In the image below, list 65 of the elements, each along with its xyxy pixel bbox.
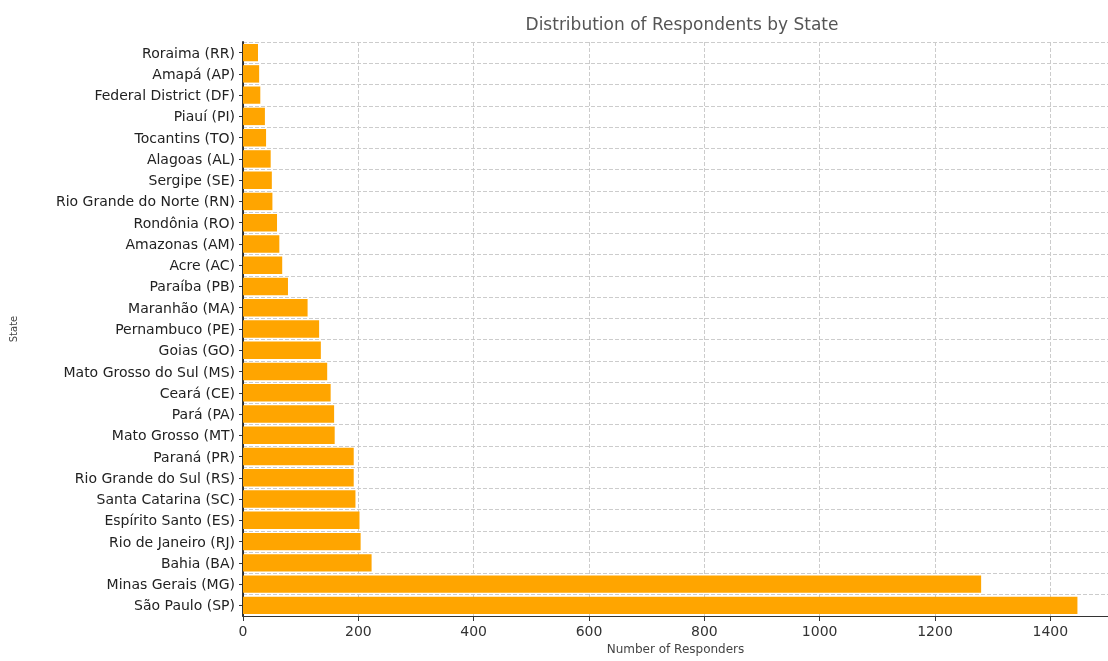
y-tick-label: Espírito Santo (ES) (104, 512, 235, 529)
y-tick-label: Ceará (CE) (159, 384, 235, 401)
bar (243, 511, 360, 530)
y-tick-label: Goias (GO) (158, 342, 235, 359)
y-tick-label: Minas Gerais (MG) (106, 576, 235, 593)
bar (243, 150, 271, 168)
x-tick-label: 800 (690, 623, 718, 639)
y-tick-label: Tocantins (TO) (133, 129, 235, 146)
bar (243, 171, 272, 189)
y-tick-label: Bahia (BA) (160, 554, 235, 571)
y-tick-label: Amazonas (AM) (125, 235, 235, 252)
bar (243, 426, 335, 445)
bar (243, 107, 265, 126)
y-tick-label: Acre (AC) (169, 257, 235, 274)
y-tick-label: Federal District (DF) (94, 87, 235, 104)
y-tick-label: Roraima (RR) (142, 44, 235, 61)
bar (243, 299, 308, 317)
x-tick-label: 200 (344, 623, 372, 639)
y-tick-label: Santa Catarina (SC) (96, 491, 235, 508)
y-tick-label: Rio Grande do Sul (RS) (74, 469, 235, 486)
bar (243, 86, 261, 104)
chart-title: Distribution of Respondents by State (525, 13, 839, 34)
y-tick-label: Mato Grosso do Sul (MS) (63, 363, 235, 380)
y-tick-label: Sergipe (SE) (148, 172, 235, 189)
y-tick-label: Rio Grande do Norte (RN) (55, 193, 235, 210)
x-axis-title: Number of Responders (606, 641, 745, 656)
bar (243, 65, 260, 83)
bar (243, 384, 331, 402)
y-tick-label: Paraná (PR) (153, 448, 235, 465)
y-tick-label: Rio de Janeiro (RJ) (109, 533, 235, 550)
y-tick-label: Paraíba (PB) (149, 278, 235, 295)
bar (243, 469, 354, 487)
y-tick-label: Maranhão (MA) (128, 299, 235, 316)
bar (243, 192, 273, 211)
bar (243, 596, 1078, 615)
y-tick-label: Amapá (AP) (152, 65, 235, 82)
x-tick-label: 0 (238, 623, 248, 639)
bar (243, 128, 267, 147)
bar (243, 490, 356, 508)
bar (243, 532, 361, 551)
bar (243, 320, 320, 338)
bar (243, 554, 372, 572)
x-tick-label: 400 (460, 623, 488, 639)
y-axis-title: State (7, 315, 19, 343)
bar (243, 405, 335, 423)
y-tick-label: Piauí (PI) (173, 108, 235, 125)
y-tick-label: Pará (PA) (171, 406, 235, 423)
y-tick-label: Mato Grosso (MT) (111, 427, 235, 444)
x-tick-label: 1000 (801, 623, 838, 639)
y-tick-label: Rondônia (RO) (133, 214, 235, 231)
y-tick-label: Alagoas (AL) (146, 150, 235, 167)
bar (243, 575, 982, 593)
y-tick-label: Pernambuco (PE) (115, 321, 235, 337)
bar (243, 213, 278, 232)
bar (243, 43, 258, 62)
bar (243, 341, 321, 359)
bar (243, 235, 280, 253)
bar (243, 277, 288, 296)
x-tick-label: 600 (575, 623, 603, 639)
bar (243, 362, 328, 381)
x-tick-label: 1400 (1032, 623, 1069, 639)
x-tick-label: 1200 (917, 623, 953, 639)
y-tick-label: São Paulo (SP) (134, 597, 235, 614)
bar (243, 447, 354, 466)
bar (243, 256, 283, 274)
